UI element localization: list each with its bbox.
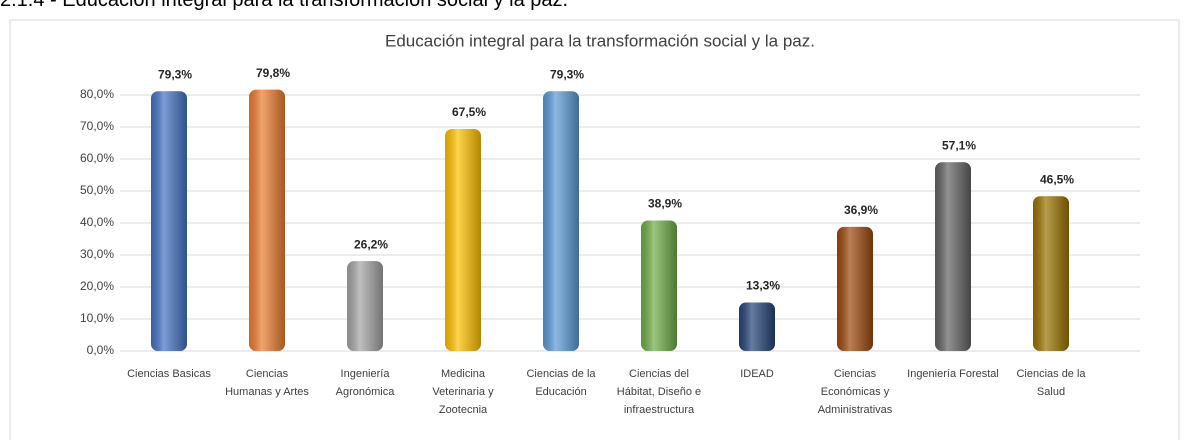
chart-frame	[9, 19, 1180, 440]
bar-shade	[935, 162, 971, 351]
bar-shade	[543, 91, 579, 352]
x-tick-label: Ingeniería Forestal	[907, 368, 999, 380]
y-tick-label: 70,0%	[80, 119, 114, 133]
value-label: 13,3%	[746, 279, 780, 293]
bar-shade	[1033, 196, 1069, 351]
x-tick-label: Ciencias de la Salud	[1016, 368, 1086, 398]
y-tick-label: 10,0%	[80, 311, 114, 325]
bar-shade	[837, 226, 873, 351]
y-tick-label: 80,0%	[80, 87, 114, 101]
value-label: 46,5%	[1040, 172, 1074, 186]
y-tick-label: 40,0%	[80, 215, 114, 229]
value-label: 38,9%	[648, 197, 682, 211]
value-label: 79,3%	[550, 67, 584, 81]
x-tick-label: Ciencias Humanas y Artes	[225, 368, 309, 398]
value-label: 36,9%	[844, 203, 878, 217]
y-tick-label: 0,0%	[87, 343, 115, 357]
y-tick-label: 20,0%	[80, 279, 114, 293]
value-label: 79,3%	[158, 67, 192, 81]
bar-shade	[739, 302, 775, 351]
bar-shade	[641, 220, 677, 351]
value-label: 79,8%	[256, 66, 290, 80]
value-label: 26,2%	[354, 237, 388, 251]
heading: 2.1.4 - Educación integral para la trans…	[0, 0, 569, 11]
x-tick-label: Ciencias Basicas	[127, 368, 211, 380]
bar-shade	[151, 91, 187, 352]
bar-shade	[445, 129, 481, 351]
x-tick-label: Medicina Veterinaria y Zootecnia	[432, 368, 494, 416]
value-label: 57,1%	[942, 138, 976, 152]
chart-title: Educación integral para la transformació…	[385, 31, 815, 50]
x-tick-label: Ingeniería Agronómica	[335, 368, 395, 398]
y-tick-label: 60,0%	[80, 151, 114, 165]
y-tick-label: 50,0%	[80, 183, 114, 197]
x-tick-label: Ciencias de la Educación	[526, 368, 596, 398]
x-tick-label: IDEAD	[740, 368, 774, 380]
y-tick-label: 30,0%	[80, 247, 114, 261]
x-tick-label: Ciencias del Hábitat, Diseño e infraestr…	[616, 368, 702, 416]
value-label: 67,5%	[452, 105, 486, 119]
bar-shade	[249, 89, 285, 351]
bar-shade	[347, 261, 383, 351]
x-tick-label: Ciencias Económicas y Administrativas	[817, 368, 893, 416]
